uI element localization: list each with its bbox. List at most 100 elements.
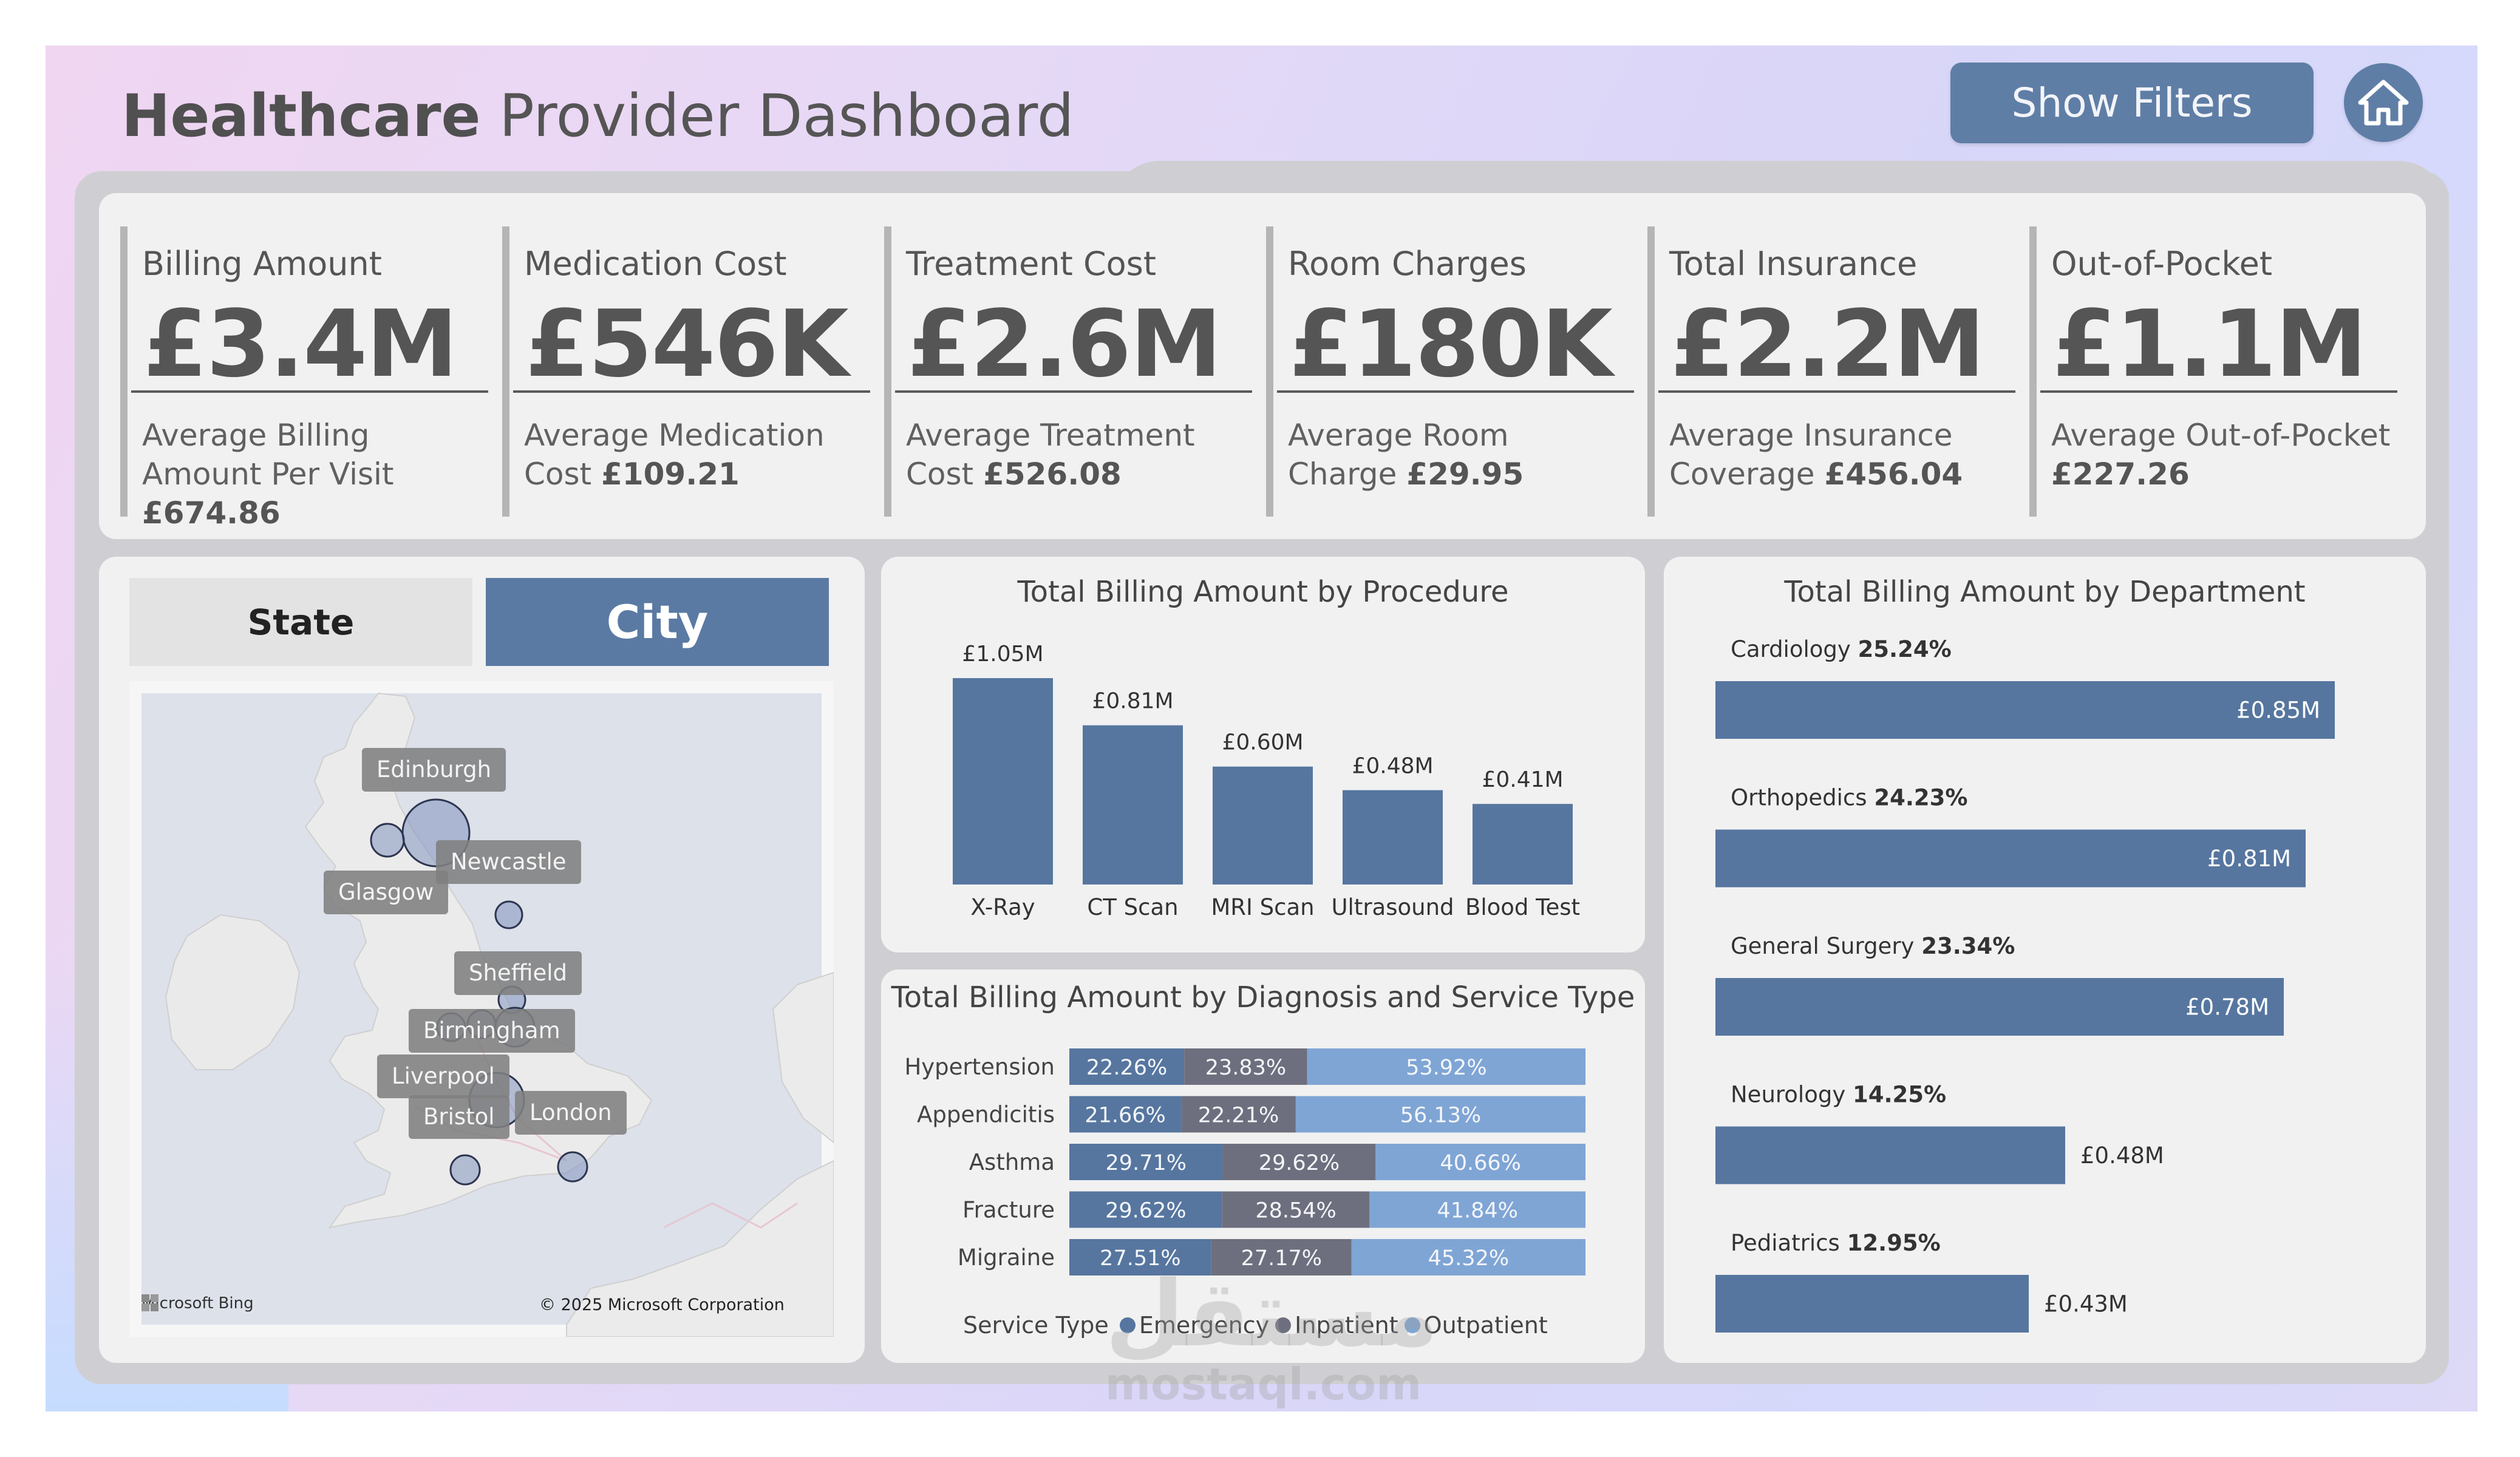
- page-title: Healthcare Provider Dashboard: [121, 82, 1074, 150]
- department-chart-svg: Cardiology 25.24% £0.85M Orthopedics 24.23…: [1715, 636, 2335, 1333]
- tab-state[interactable]: State: [129, 578, 472, 666]
- diagnosis-chart-card: Total Billing Amount by Diagnosis and Se…: [881, 970, 1645, 1363]
- legend-dot-emergency: [1119, 1317, 1136, 1333]
- kpi-label: Billing Amount: [142, 245, 382, 283]
- diagnosis-segment-label: 23.83%: [1205, 1056, 1286, 1080]
- kpi-divider: [895, 390, 1252, 393]
- diagnosis-chart-title: Total Billing Amount by Diagnosis and Se…: [891, 980, 1635, 1014]
- uk-map[interactable]: Edinburgh Glasgow Newcastle Sheffield Bi…: [129, 681, 834, 1337]
- kpi-value: £1.1M: [2052, 290, 2367, 398]
- map-attribution-text: Microsoft Bing: [141, 1294, 254, 1313]
- bubble-glasgow: [370, 823, 405, 858]
- department-bar[interactable]: [1715, 1126, 2065, 1184]
- diagnosis-segment-emergency[interactable]: [1069, 1191, 1222, 1228]
- city-label-newcastle: Newcastle: [436, 840, 581, 884]
- diagnosis-segment-inpatient[interactable]: [1211, 1239, 1352, 1275]
- kpi-subtext: Average Medication Cost £109.21: [524, 418, 825, 492]
- tab-city[interactable]: City: [486, 578, 829, 666]
- kpi-medication-cost: Medication Cost £546K Average Medication…: [502, 226, 870, 517]
- diagnosis-segment-inpatient[interactable]: [1222, 1191, 1370, 1228]
- department-chart-card: Total Billing Amount by Department Cardi…: [1664, 557, 2426, 1363]
- procedure-category-label: CT Scan: [1087, 894, 1178, 920]
- kpi-treatment-cost: Treatment Cost £2.6M Average Treatment C…: [884, 226, 1252, 517]
- department-chart-title: Total Billing Amount by Department: [1784, 575, 2306, 609]
- city-label-edinburgh: Edinburgh: [362, 748, 506, 792]
- diagnosis-segment-label: 40.66%: [1440, 1151, 1521, 1175]
- kpi-divider: [2040, 390, 2397, 393]
- diagnosis-segment-label: 29.62%: [1259, 1151, 1340, 1175]
- procedure-bar[interactable]: [1083, 725, 1183, 885]
- kpi-divider: [131, 390, 488, 393]
- diagnosis-segment-inpatient[interactable]: [1181, 1096, 1296, 1133]
- city-label-sheffield: Sheffield: [454, 951, 582, 995]
- bubble-london: [557, 1151, 588, 1183]
- kpi-subtext: Average Billing Amount Per Visit £674.86: [142, 418, 394, 531]
- diagnosis-segment-label: 41.84%: [1437, 1199, 1517, 1223]
- diagnosis-segment-label: 22.21%: [1198, 1104, 1279, 1128]
- legend-item-outpatient[interactable]: Outpatient: [1404, 1312, 1548, 1339]
- department-label: Orthopedics 24.23%: [1731, 785, 1967, 811]
- show-filters-button[interactable]: Show Filters: [1950, 63, 2314, 143]
- department-bar[interactable]: [1715, 1275, 2029, 1333]
- department-value-label: £0.48M: [2080, 1143, 2164, 1169]
- diagnosis-category-label: Migraine: [958, 1245, 1055, 1271]
- diagnosis-segment-outpatient[interactable]: [1307, 1048, 1585, 1085]
- department-bar[interactable]: [1715, 681, 2335, 739]
- procedure-category-label: Blood Test: [1465, 894, 1580, 920]
- diagnosis-segment-label: 29.71%: [1106, 1151, 1187, 1175]
- diagnosis-segment-label: 27.17%: [1241, 1246, 1322, 1271]
- kpi-subtext: Average Treatment Cost £526.08: [906, 418, 1195, 492]
- kpi-value: £546K: [525, 290, 849, 398]
- procedure-bar[interactable]: [953, 678, 1053, 885]
- kpi-label: Treatment Cost: [906, 245, 1156, 283]
- kpi-subtext: Average Room Charge £29.95: [1288, 418, 1524, 492]
- diagnosis-segment-emergency[interactable]: [1069, 1096, 1182, 1133]
- diagnosis-segment-emergency[interactable]: [1069, 1239, 1211, 1275]
- department-bar[interactable]: [1715, 829, 2306, 888]
- diagnosis-segment-outpatient[interactable]: [1295, 1096, 1585, 1133]
- diagnosis-segment-label: 21.66%: [1085, 1104, 1165, 1128]
- diagnosis-segment-label: 22.26%: [1086, 1056, 1167, 1080]
- diagnosis-segment-emergency[interactable]: [1069, 1048, 1185, 1085]
- kpi-label: Out-of-Pocket: [2051, 245, 2273, 283]
- procedure-bar[interactable]: [1473, 804, 1573, 885]
- diagnosis-segment-inpatient[interactable]: [1222, 1144, 1376, 1180]
- department-value-label: £0.78M: [2185, 994, 2269, 1021]
- procedure-bar[interactable]: [1213, 766, 1313, 885]
- kpi-billing-amount: Billing Amount £3.4M Average Billing Amo…: [120, 226, 488, 531]
- diagnosis-segment-outpatient[interactable]: [1375, 1144, 1585, 1180]
- diagnosis-segment-inpatient[interactable]: [1184, 1048, 1307, 1085]
- legend-item-inpatient[interactable]: Inpatient: [1275, 1312, 1398, 1339]
- diagnosis-segment-outpatient[interactable]: [1369, 1191, 1585, 1228]
- diagnosis-chart-svg: Hypertension 22.26% 23.83% 53.92% Appendicit…: [904, 1048, 1585, 1275]
- department-label: Cardiology 25.24%: [1731, 636, 1952, 662]
- city-label-london: London: [515, 1091, 627, 1135]
- diagnosis-category-label: Fracture: [962, 1197, 1055, 1223]
- department-bar[interactable]: [1715, 978, 2284, 1036]
- kpi-label: Total Insurance: [1669, 245, 1918, 283]
- map-card: State City: [99, 557, 865, 1363]
- procedure-value-label: £0.48M: [1352, 754, 1433, 779]
- kpi-total-insurance: Total Insurance £2.2M Average Insurance …: [1647, 226, 2015, 517]
- diagnosis-category-label: Hypertension: [904, 1054, 1055, 1080]
- diagnosis-segment-label: 53.92%: [1406, 1056, 1486, 1080]
- map-attribution: Microsoft Bing: [141, 1294, 254, 1313]
- procedure-value-label: £0.81M: [1092, 689, 1173, 714]
- diagnosis-segment-emergency[interactable]: [1069, 1144, 1223, 1180]
- legend-dot-inpatient: [1275, 1317, 1292, 1333]
- legend-item-emergency[interactable]: Emergency: [1119, 1312, 1269, 1339]
- procedure-chart-svg: £1.05M X-Ray £0.81M CT Scan £0.60M MRI Scan £0…: [953, 642, 1580, 920]
- diagnosis-segment-outpatient[interactable]: [1351, 1239, 1585, 1275]
- page-title-rest: Provider Dashboard: [499, 82, 1074, 150]
- kpi-value: £2.6M: [907, 290, 1222, 398]
- diagnosis-segment-label: 45.32%: [1428, 1246, 1509, 1271]
- home-button[interactable]: [2344, 63, 2423, 142]
- diagnosis-segment-label: 28.54%: [1255, 1199, 1336, 1223]
- procedure-bar[interactable]: [1343, 790, 1443, 885]
- kpi-value: £180K: [1289, 290, 1613, 398]
- city-label-liverpool: Liverpool: [377, 1055, 509, 1098]
- kpi-label: Room Charges: [1288, 245, 1527, 283]
- kpi-divider: [1277, 390, 1634, 393]
- procedure-chart-title: Total Billing Amount by Procedure: [1017, 575, 1509, 609]
- map-copyright: © 2025 Microsoft Corporation: [539, 1296, 785, 1314]
